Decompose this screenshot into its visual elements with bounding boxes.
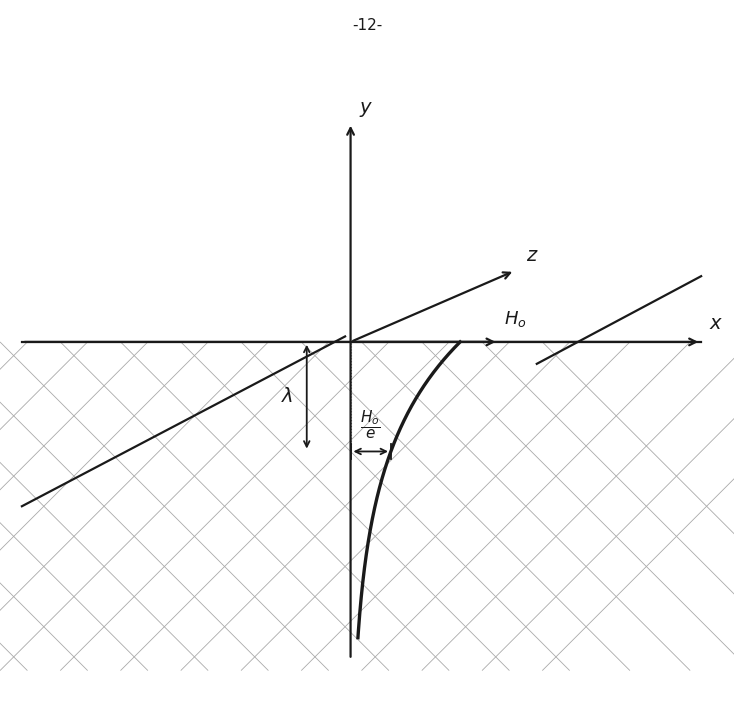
Text: $\dfrac{H_o}{e}$: $\dfrac{H_o}{e}$ bbox=[360, 408, 381, 441]
Text: λ: λ bbox=[282, 387, 294, 406]
Text: $H_o$: $H_o$ bbox=[504, 309, 526, 329]
Text: y: y bbox=[360, 98, 371, 118]
Text: -12-: -12- bbox=[352, 18, 382, 33]
Text: z: z bbox=[526, 247, 536, 265]
Text: x: x bbox=[710, 314, 722, 333]
